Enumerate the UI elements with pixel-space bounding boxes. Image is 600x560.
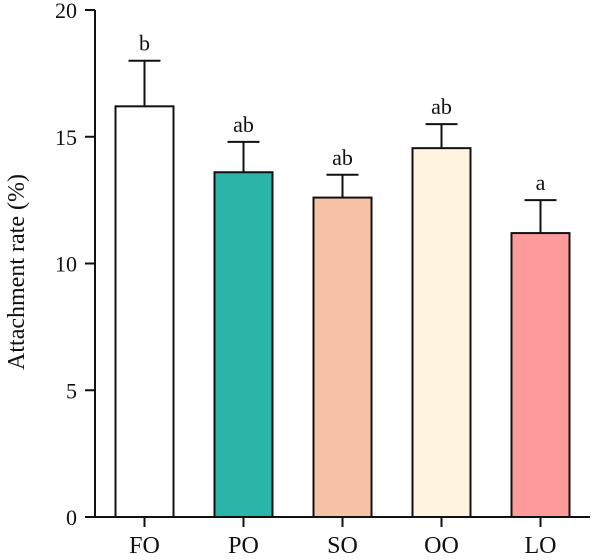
significance-letter: ab (332, 145, 353, 170)
bar-oo (411, 147, 472, 518)
y-tick-label: 5 (66, 378, 77, 403)
significance-letter: a (536, 170, 546, 195)
y-tick-label: 20 (55, 0, 77, 23)
bar-lo (510, 232, 571, 519)
bars: b ab ab ab a (114, 31, 571, 519)
bar-fo (114, 105, 175, 519)
y-tick-label: 10 (55, 252, 77, 277)
y-axis-title: Attachment rate (%) (4, 174, 30, 370)
x-tick-label: LO (525, 533, 557, 559)
y-axis: 0 5 10 15 20 (55, 0, 96, 530)
significance-letter: b (139, 31, 150, 56)
x-tick-label: OO (424, 533, 459, 559)
x-tick-label: SO (327, 533, 358, 559)
x-tick-label: FO (129, 533, 160, 559)
bar-po (213, 171, 274, 519)
significance-letter: ab (233, 112, 254, 137)
bar-so (312, 196, 373, 518)
y-tick-label: 0 (66, 505, 77, 530)
x-axis: FO PO SO OO LO (95, 516, 590, 559)
significance-letter: ab (431, 94, 452, 119)
x-tick-label: PO (228, 533, 259, 559)
y-tick-label: 15 (55, 125, 77, 150)
